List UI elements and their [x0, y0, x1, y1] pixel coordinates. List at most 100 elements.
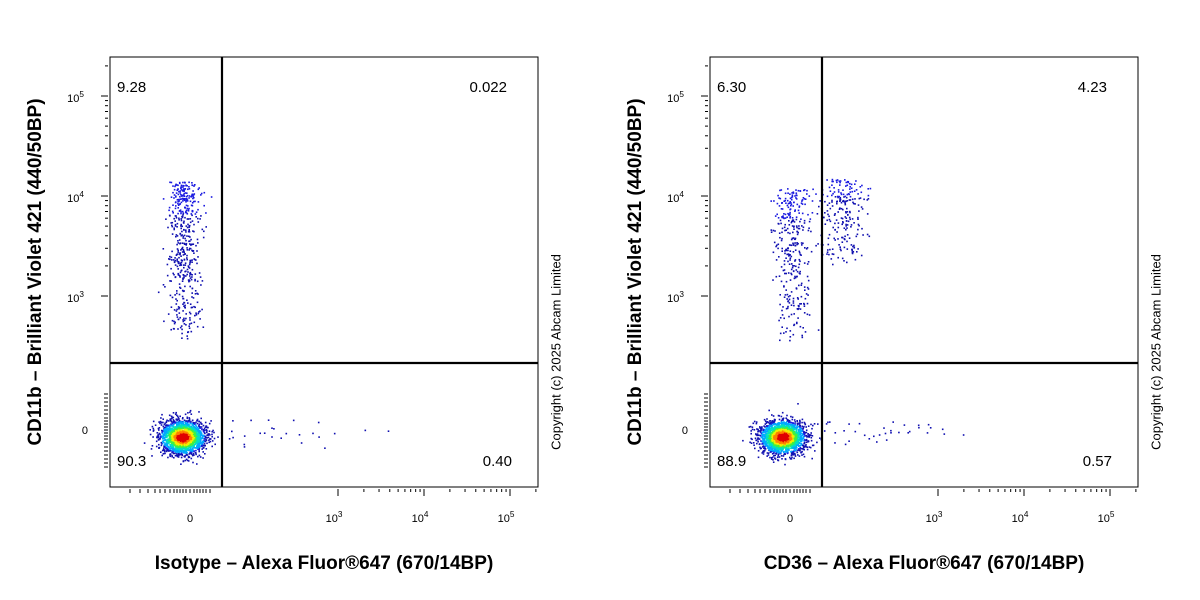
event-dot — [777, 445, 780, 448]
event-dot — [185, 324, 187, 326]
event-dot — [789, 421, 792, 424]
event-dot — [292, 419, 295, 422]
event-dot — [190, 433, 193, 435]
event-dot — [783, 434, 785, 437]
left-copyright: Copyright (c) 2025 Abcam Limited — [548, 254, 564, 450]
event-dot — [810, 434, 812, 436]
event-dot — [191, 419, 194, 422]
event-dot — [185, 229, 187, 231]
event-dot — [790, 438, 793, 440]
event-dot — [179, 252, 181, 254]
event-dot — [195, 425, 198, 428]
event-dot — [771, 448, 774, 450]
event-dot — [766, 438, 768, 440]
event-dot — [210, 196, 213, 198]
event-dot — [201, 448, 203, 450]
event-dot — [810, 423, 812, 426]
event-dot — [164, 436, 166, 439]
event-dot — [180, 218, 182, 220]
event-dot — [183, 189, 185, 191]
event-dot — [794, 449, 796, 452]
event-dot — [166, 439, 168, 442]
event-dot — [772, 431, 774, 433]
event-dot — [192, 250, 195, 252]
event-dot — [169, 181, 171, 184]
event-dot — [773, 441, 775, 443]
event-dot — [816, 441, 818, 444]
event-dot — [788, 432, 791, 434]
event-dot — [795, 435, 798, 437]
event-dot — [169, 427, 171, 430]
event-dot — [160, 424, 163, 426]
event-dot — [169, 294, 172, 297]
event-dot — [771, 429, 774, 431]
event-dot — [190, 330, 193, 333]
event-dot — [778, 415, 781, 417]
event-dot — [200, 417, 202, 420]
event-dot — [189, 243, 191, 245]
event-dot — [207, 426, 209, 429]
event-dot — [192, 230, 194, 232]
event-dot — [193, 427, 195, 429]
event-dot — [805, 431, 808, 434]
event-dot — [211, 440, 214, 442]
event-dot — [189, 262, 191, 264]
event-dot — [778, 452, 780, 454]
event-dot — [180, 225, 182, 227]
event-dot — [766, 425, 769, 427]
event-dot — [185, 239, 187, 242]
event-dot — [172, 259, 175, 261]
event-dot — [803, 431, 805, 433]
event-dot — [811, 427, 813, 430]
event-dot — [194, 290, 197, 292]
event-dot — [190, 437, 192, 439]
event-dot — [190, 413, 193, 415]
event-dot — [183, 242, 186, 245]
event-dot — [214, 443, 216, 446]
event-dot — [188, 311, 191, 314]
event-dot — [185, 184, 187, 186]
event-dot — [184, 441, 186, 444]
event-dot — [184, 442, 186, 445]
event-dot — [177, 453, 180, 455]
event-dot — [775, 428, 778, 431]
event-dot — [805, 444, 807, 446]
event-dot — [186, 454, 189, 456]
event-dot — [213, 437, 216, 440]
event-dot — [197, 242, 199, 244]
event-dot — [777, 436, 780, 439]
event-dot — [769, 439, 772, 442]
event-dot — [819, 437, 821, 439]
event-dot — [797, 429, 800, 431]
event-dot — [181, 295, 184, 298]
event-dot — [177, 273, 180, 276]
event-dot — [764, 420, 767, 422]
event-dot — [188, 263, 191, 266]
event-dot — [779, 443, 782, 446]
event-dot — [187, 302, 189, 304]
event-dot — [751, 428, 754, 431]
event-dot — [179, 453, 182, 456]
event-dot — [182, 213, 184, 216]
event-dot — [170, 441, 173, 444]
event-dot — [168, 206, 171, 209]
event-dot — [179, 192, 182, 194]
event-dot — [183, 251, 185, 254]
left-y-axis-label: CD11b – Brilliant Violet 421 (440/50BP) — [25, 98, 46, 446]
event-dot — [761, 433, 763, 435]
event-dot — [188, 186, 190, 188]
event-dot — [194, 273, 197, 275]
event-dot — [176, 260, 179, 262]
event-dot — [206, 426, 208, 429]
event-dot — [179, 445, 181, 447]
event-dot — [164, 449, 166, 451]
event-dot — [185, 458, 188, 461]
event-dot — [768, 423, 771, 425]
event-dot — [186, 436, 188, 438]
event-dot — [152, 430, 155, 432]
event-dot — [801, 444, 804, 447]
event-dot — [179, 276, 181, 278]
event-dot — [799, 437, 802, 440]
event-dot — [789, 441, 792, 443]
event-dot — [189, 429, 192, 431]
